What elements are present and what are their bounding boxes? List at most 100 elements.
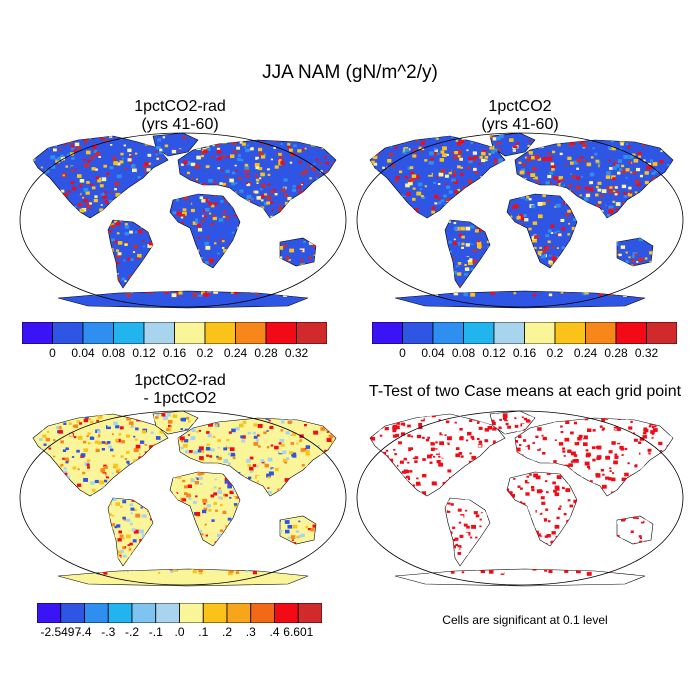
colorbar-tick-label: 0.2 bbox=[546, 346, 564, 360]
land-layer bbox=[32, 132, 337, 309]
africa-landmass bbox=[169, 193, 241, 269]
colorbar-swatch bbox=[250, 603, 275, 623]
colorbar-panel-1 bbox=[22, 322, 327, 344]
colorbar-tick-label: .1 bbox=[198, 625, 209, 639]
colorbar-swatch bbox=[585, 322, 617, 344]
panel-3-title: 1pctCO2-rad - 1pctCO2 bbox=[60, 372, 300, 408]
map-boundary bbox=[19, 410, 347, 586]
land-layer bbox=[369, 132, 674, 309]
colorbar-swatch bbox=[402, 322, 434, 344]
colorbar-tick-label: 0.32 bbox=[284, 346, 309, 360]
map-boundary bbox=[356, 132, 684, 308]
colorbar-tick-label: .0 bbox=[174, 625, 185, 639]
colorbar-swatch bbox=[493, 322, 525, 344]
colorbar-panel-3-labels: -2.5497 -.4 -.3 -.2 -.1 .0 .1 .2 .3 .4 6.601 bbox=[37, 625, 322, 641]
colorbar-panel-1-labels: 0 0.04 0.08 0.12 0.16 0.2 0.24 0.28 0.32 bbox=[22, 346, 327, 362]
colorbar-swatch bbox=[143, 322, 175, 344]
colorbar-tick-label: -.4 bbox=[77, 625, 92, 639]
colorbar-swatch bbox=[463, 322, 495, 344]
colorbar-swatch bbox=[113, 322, 145, 344]
colorbar-tick-label: .2 bbox=[221, 625, 233, 639]
panel-3-title-line2: - 1pctCO2 bbox=[143, 390, 217, 407]
colorbar-swatch bbox=[174, 322, 206, 344]
colorbar-swatch bbox=[615, 322, 647, 344]
map-panel-2 bbox=[356, 132, 684, 309]
panel-4-title-line1: T-Test of two Case means at each grid po… bbox=[368, 383, 682, 400]
colorbar-tick-label: 0.32 bbox=[634, 346, 659, 360]
colorbar-tick-label: 0.16 bbox=[162, 346, 187, 360]
colorbar-swatch bbox=[60, 603, 85, 623]
panel-1-title-line1: 1pctCO2-rad bbox=[134, 98, 226, 115]
antarctica-landmass bbox=[394, 290, 646, 309]
map-panel-4 bbox=[356, 410, 684, 587]
colorbar-swatch bbox=[296, 322, 327, 344]
colorbar-tick-label: 0.24 bbox=[223, 346, 248, 360]
colorbar-tick-label: -.3 bbox=[101, 625, 116, 639]
figure-title: JJA NAM (gN/m^2/y) bbox=[262, 62, 438, 83]
colorbar-tick-label: -2.5497 bbox=[40, 625, 82, 639]
colorbar-tick-label: .3 bbox=[245, 625, 256, 639]
map-panel-1 bbox=[19, 132, 347, 309]
south-america-landmass bbox=[107, 219, 154, 289]
colorbar-swatch bbox=[265, 322, 297, 344]
colorbar-swatch bbox=[524, 322, 556, 344]
colorbar-swatch bbox=[432, 322, 464, 344]
colorbar-tick-label: 0.12 bbox=[482, 346, 506, 360]
colorbar-tick-label: 0.28 bbox=[604, 346, 628, 360]
panel-2-title-line2: (yrs 41-60) bbox=[481, 116, 559, 133]
colorbar-tick-label: 0.24 bbox=[573, 346, 598, 360]
colorbar-tick-label: 0.2 bbox=[196, 346, 214, 360]
colorbar-swatch bbox=[155, 603, 180, 623]
map-panel-3 bbox=[19, 410, 347, 587]
eurasia-landmass bbox=[514, 417, 674, 497]
colorbar-tick-label: 6.601 bbox=[283, 625, 314, 639]
colorbar-swatch bbox=[179, 603, 204, 623]
colorbar-swatch bbox=[22, 322, 53, 344]
panel-1-title: 1pctCO2-rad (yrs 41-60) bbox=[60, 98, 300, 134]
colorbar-swatch bbox=[297, 603, 322, 623]
colorbar-swatch bbox=[202, 603, 228, 623]
colorbar-tick-label: 0.28 bbox=[254, 346, 278, 360]
eurasia-landmass bbox=[514, 139, 674, 219]
significance-note: Cells are significant at 0.1 level bbox=[442, 613, 608, 627]
colorbar-swatch bbox=[52, 322, 84, 344]
colorbar-tick-label: -.1 bbox=[148, 625, 163, 639]
colorbar-tick-label: 0.16 bbox=[512, 346, 537, 360]
eurasia-landmass bbox=[177, 417, 337, 497]
colorbar-swatch bbox=[372, 322, 403, 344]
colorbar-swatch bbox=[274, 603, 299, 623]
north-america-landmass bbox=[32, 135, 169, 219]
antarctica-landmass bbox=[57, 290, 309, 309]
colorbar-tick-label: 0 bbox=[49, 346, 56, 360]
panel-3-title-line1: 1pctCO2-rad bbox=[134, 372, 226, 389]
colorbar-tick-label: .4 bbox=[269, 625, 280, 639]
colorbar-swatch bbox=[107, 603, 133, 623]
colorbar-swatch bbox=[204, 322, 236, 344]
panel-2-title: 1pctCO2 (yrs 41-60) bbox=[400, 98, 640, 134]
antarctica-landmass bbox=[394, 568, 646, 587]
colorbar-tick-label: 0.08 bbox=[101, 346, 126, 360]
colorbar-swatch bbox=[554, 322, 586, 344]
panel-2-title-line1: 1pctCO2 bbox=[488, 98, 552, 115]
colorbar-tick-label: 0 bbox=[399, 346, 406, 360]
colorbar-tick-label: 0.08 bbox=[451, 346, 476, 360]
panel-4-title: T-Test of two Case means at each grid po… bbox=[355, 383, 695, 401]
colorbar-tick-label: -.2 bbox=[124, 625, 140, 639]
panel-1-title-line2: (yrs 41-60) bbox=[141, 116, 219, 133]
colorbar-panel-2-labels: 0 0.04 0.08 0.12 0.16 0.2 0.24 0.28 0.32 bbox=[372, 346, 677, 362]
colorbar-swatch bbox=[226, 603, 252, 623]
antarctica-landmass bbox=[57, 568, 309, 587]
colorbar-panel-2 bbox=[372, 322, 677, 344]
colorbar-swatch bbox=[82, 322, 114, 344]
map-boundary bbox=[356, 410, 684, 586]
colorbar-tick-label: 0.04 bbox=[71, 346, 95, 360]
colorbar-tick-label: 0.04 bbox=[421, 346, 445, 360]
colorbar-panel-3 bbox=[37, 603, 322, 623]
colorbar-swatch bbox=[84, 603, 109, 623]
colorbar-swatch bbox=[235, 322, 267, 344]
map-boundary bbox=[19, 132, 347, 308]
colorbar-swatch bbox=[131, 603, 157, 623]
land-layer bbox=[32, 410, 337, 587]
colorbar-swatch bbox=[37, 603, 62, 623]
colorbar-swatch bbox=[646, 322, 677, 344]
